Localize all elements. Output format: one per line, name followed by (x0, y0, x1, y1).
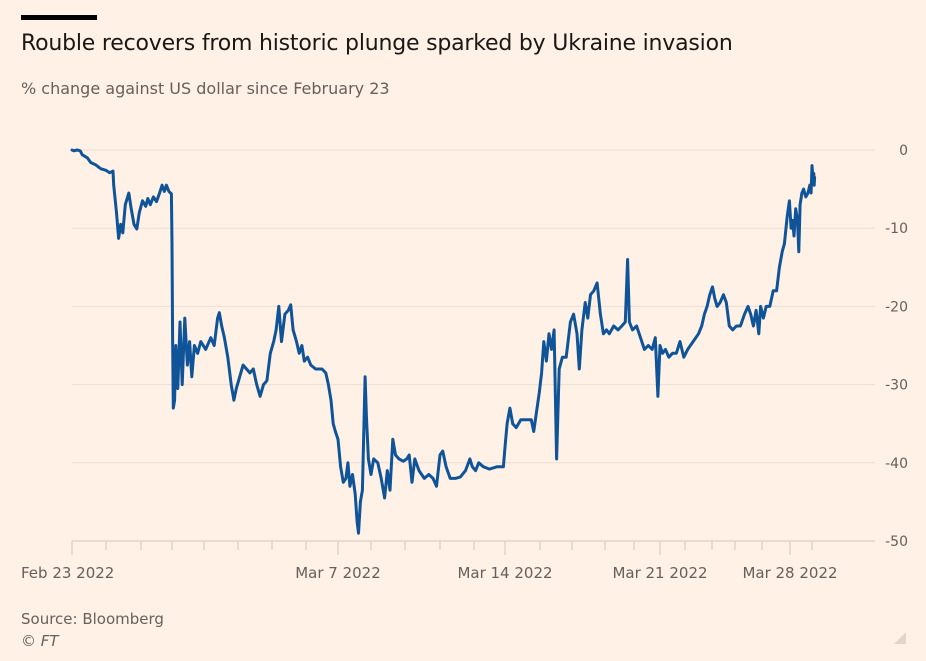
series-group (70, 148, 817, 535)
y-axis: 0 -10 -20 -30 -40 -50 (885, 143, 908, 550)
chart-title: Rouble recovers from historic plunge spa… (21, 31, 733, 56)
brand-rule (21, 15, 97, 20)
y-tick-label: -10 (885, 221, 908, 237)
copyright-note: © FT (21, 632, 59, 650)
gridlines (72, 149, 875, 464)
x-axis: Feb 23 2022 Mar 7 2022 Mar 14 2022 Mar 21 2… (21, 540, 875, 582)
y-tick-label: -50 (885, 534, 908, 550)
resize-handle-icon[interactable] (894, 632, 906, 644)
source-note: Source: Bloomberg (21, 610, 164, 628)
y-tick-label: 0 (899, 143, 908, 159)
y-tick-label: -20 (885, 299, 908, 315)
x-tick-label: Mar 14 2022 (457, 564, 552, 582)
y-tick-label: -40 (885, 456, 908, 472)
x-tick-label: Feb 23 2022 (21, 564, 114, 582)
y-tick-label: -30 (885, 378, 908, 394)
x-tick-label: Mar 28 2022 (742, 564, 837, 582)
series-line (70, 148, 817, 535)
chart-subtitle: % change against US dollar since Februar… (21, 79, 390, 98)
x-tick-label: Mar 21 2022 (612, 564, 707, 582)
x-tick-label: Mar 7 2022 (295, 564, 381, 582)
